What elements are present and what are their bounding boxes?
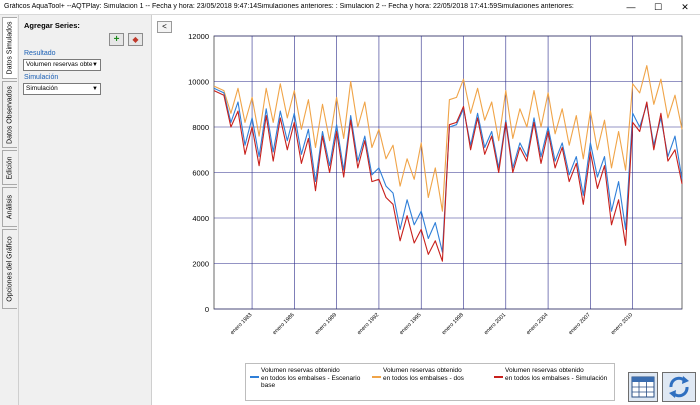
chevron-down-icon: ▼ xyxy=(92,86,98,92)
series-panel: Agregar Series: + ◆ Resultado Volumen re… xyxy=(19,15,152,405)
maximize-button[interactable]: ☐ xyxy=(653,2,663,12)
simulacion-label: Simulación xyxy=(24,74,59,81)
legend-swatch xyxy=(372,376,381,378)
y-tick-label: 10000 xyxy=(188,78,209,87)
add-series-button[interactable]: + xyxy=(109,33,124,46)
legend-swatch xyxy=(494,376,503,378)
tab-label: Datos Observados xyxy=(6,85,14,144)
x-tick-label: enero 2010 xyxy=(610,312,634,336)
resultado-label: Resultado xyxy=(24,50,56,57)
legend-line: en todos los embalses - Escenario xyxy=(261,374,361,382)
x-tick-label: enero 1983 xyxy=(230,312,254,336)
tab-label: Análisis xyxy=(6,194,14,220)
x-tick-label: enero 1986 xyxy=(272,312,296,336)
window-title: Gráficos AquaTool+ --AQTPlay: Simulacion… xyxy=(4,3,574,10)
resultado-value: Volumen reservas obte xyxy=(26,61,93,68)
legend-line: Volumen reservas obtenido xyxy=(261,367,340,374)
x-tick-label: enero 1995 xyxy=(399,312,423,336)
y-tick-label: 6000 xyxy=(192,169,209,178)
tab-datos-simulados[interactable]: Datos Simulados xyxy=(2,17,17,79)
close-button[interactable]: ✕ xyxy=(681,2,689,12)
tab-analisis[interactable]: Análisis xyxy=(2,187,17,227)
y-tick-label: 2000 xyxy=(192,260,209,269)
refresh-button[interactable] xyxy=(662,372,696,402)
series-line-2 xyxy=(213,65,683,212)
legend-line: Volumen reservas obtenido xyxy=(505,367,584,374)
resultado-select[interactable]: Volumen reservas obte ▼ xyxy=(23,59,101,71)
tab-edicion[interactable]: Edición xyxy=(2,150,17,185)
tab-label: Edición xyxy=(6,156,14,179)
tab-opciones-grafico[interactable]: Opciones del Gráfico xyxy=(2,229,17,309)
tab-label: Datos Simulados xyxy=(6,21,14,75)
x-tick-label: enero 1998 xyxy=(441,312,465,336)
x-tick-label: enero 1992 xyxy=(356,312,380,336)
line-chart: 0 2000 4000 6000 8000 10000 12000 enero 1983 ene… xyxy=(188,32,683,336)
legend-line: Volumen reservas obtenido xyxy=(383,367,462,374)
refresh-icon xyxy=(669,376,689,398)
chart-legend: Volumen reservas obtenido en todos los e… xyxy=(245,363,615,401)
y-tick-label: 12000 xyxy=(188,32,209,41)
plus-icon: + xyxy=(113,34,120,45)
table-icon xyxy=(631,376,655,398)
series-line-3 xyxy=(213,90,683,262)
title-bar: Gráficos AquaTool+ --AQTPlay: Simulacion… xyxy=(0,0,700,15)
y-tick-label: 4000 xyxy=(192,214,209,223)
legend-line: en todos los embalses - dos xyxy=(383,374,464,382)
simulacion-value: Simulación xyxy=(26,85,58,92)
minimize-button[interactable]: — xyxy=(626,2,636,12)
chart-area: 0 2000 4000 6000 8000 10000 12000 enero 1983 ene… xyxy=(152,15,700,405)
x-tick-label: enero 1989 xyxy=(314,312,338,336)
remove-series-button[interactable]: ◆ xyxy=(128,33,143,46)
vertical-tab-strip: Datos Simulados Datos Observados Edición… xyxy=(0,15,19,405)
show-table-button[interactable] xyxy=(628,372,658,402)
x-tick-label: enero 2007 xyxy=(568,312,592,336)
legend-line: en todos los embalses - Simulación xyxy=(505,374,608,382)
legend-swatch xyxy=(250,376,259,378)
x-tick-label: enero 2001 xyxy=(483,312,507,336)
simulacion-select[interactable]: Simulación ▼ xyxy=(23,83,101,95)
x-tick-label: enero 2004 xyxy=(526,312,550,336)
y-tick-label: 0 xyxy=(205,305,209,314)
tab-label: Opciones del Gráfico xyxy=(6,236,14,302)
y-tick-label: 8000 xyxy=(192,123,209,132)
panel-header: Agregar Series: xyxy=(24,21,80,30)
eraser-icon: ◆ xyxy=(132,35,139,44)
tab-datos-observados[interactable]: Datos Observados xyxy=(2,81,17,148)
legend-line: base xyxy=(261,382,276,389)
collapse-panel-button[interactable]: < xyxy=(157,21,172,33)
chevron-down-icon: ▼ xyxy=(92,62,98,68)
